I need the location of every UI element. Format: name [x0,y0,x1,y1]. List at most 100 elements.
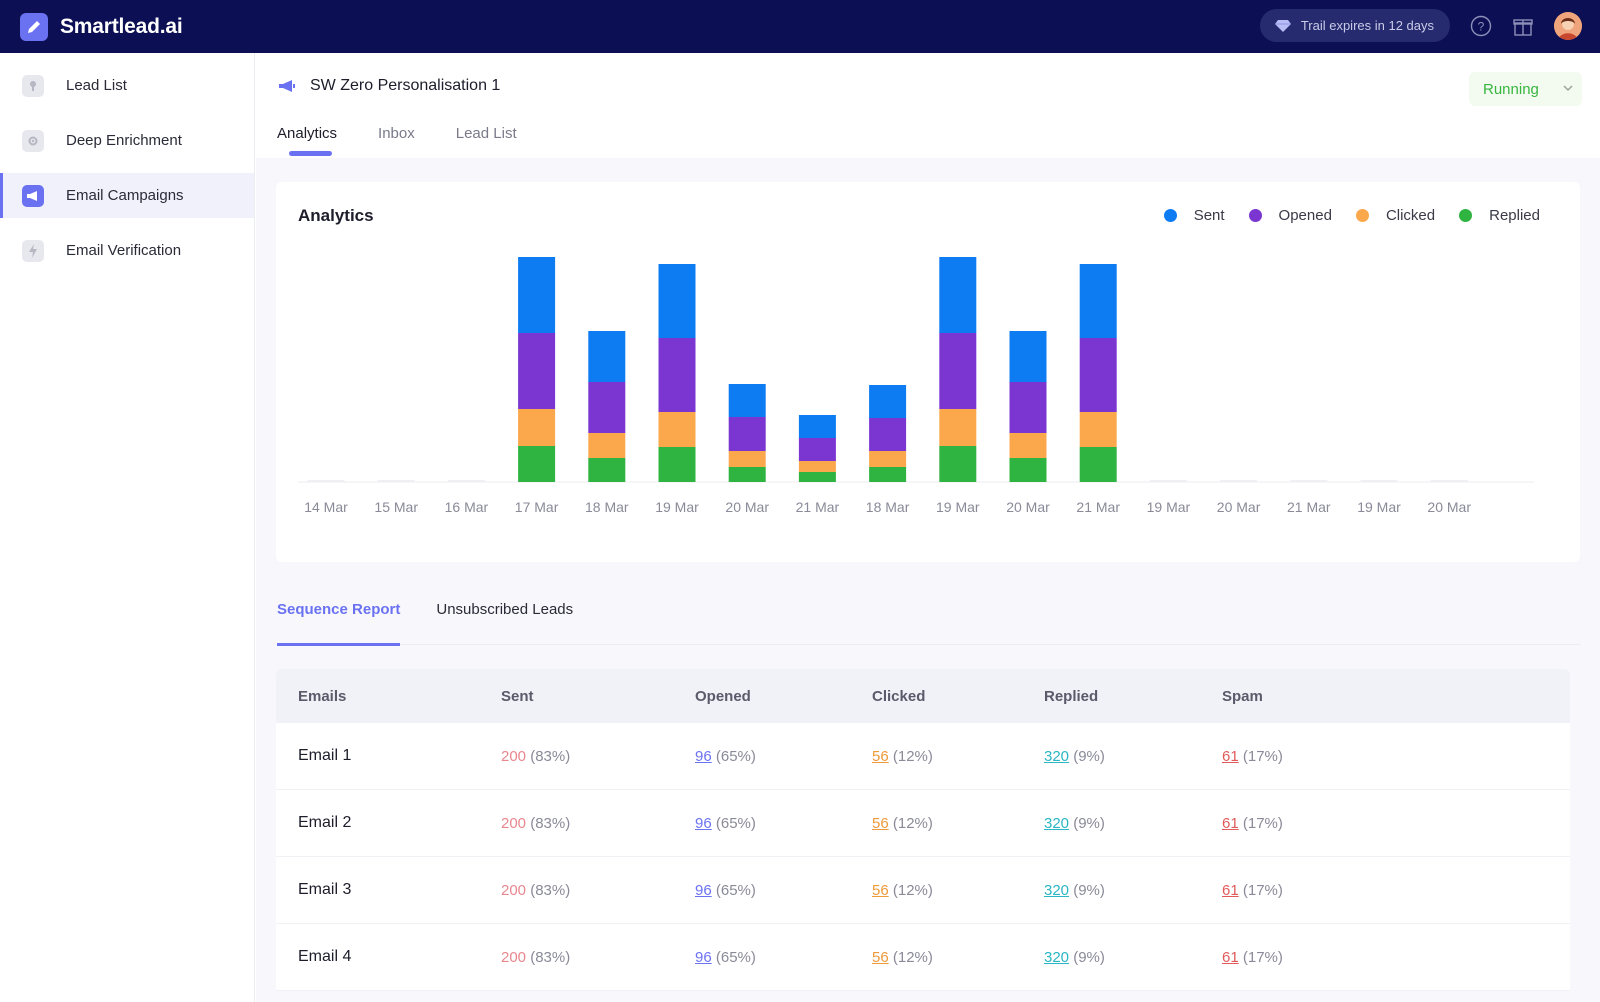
replied-count-link[interactable]: 320 [1044,747,1070,765]
tab-unsubscribed-leads[interactable]: Unsubscribed Leads [436,601,574,618]
bar-segment-opened[interactable] [798,438,836,461]
legend-item-sent[interactable]: Sent [1163,207,1225,224]
bar-segment-clicked[interactable] [939,409,977,446]
bar-segment-clicked[interactable] [798,461,836,472]
opened-count-link[interactable]: 96 [695,814,712,832]
clicked-cell: 56 (12%) [872,882,1044,899]
replied-cell: 320 (9%) [1044,882,1222,899]
bar-segment-sent[interactable] [869,385,907,418]
legend-item-opened[interactable]: Opened [1248,207,1332,224]
clicked-count-link[interactable]: 56 [872,747,889,765]
replied-count-link[interactable]: 320 [1044,814,1070,832]
bar-segment-sent[interactable] [939,257,977,333]
bar-segment-opened[interactable] [1079,338,1117,412]
clicked-count-link[interactable]: 56 [872,881,889,899]
trial-badge[interactable]: Trail expires in 12 days [1259,9,1450,42]
email-name-cell: Email 1 [298,747,352,764]
table-header: Emails Sent Opened Clicked Replied Spam [276,669,1570,723]
x-tick-label: 19 Mar [936,499,980,515]
x-tick-label: 19 Mar [1147,499,1191,515]
bar-segment-replied[interactable] [658,447,696,482]
sidebar-item-deep-enrichment[interactable]: Deep Enrichment [0,118,254,163]
trial-text: Trail expires in 12 days [1300,18,1434,33]
bar-segment-opened[interactable] [869,418,907,451]
bar-segment-opened[interactable] [1009,382,1047,433]
x-tick-label: 15 Mar [374,499,418,515]
bar-segment-opened[interactable] [728,417,766,451]
bar-segment-sent[interactable] [518,257,556,333]
gift-icon[interactable] [1512,15,1534,37]
bar-segment-sent[interactable] [1079,264,1117,338]
bar-segment-clicked[interactable] [728,451,766,467]
sent-count-link: 200 [501,881,527,899]
bar-segment-replied[interactable] [1009,458,1047,482]
sent-percentage: (83%) [530,881,571,899]
bar-segment-clicked[interactable] [658,412,696,447]
campaign-header: SW Zero Personalisation 1 Running Analyt… [256,53,1600,158]
sent-cell: 200 (83%) [501,815,695,832]
bar-segment-opened[interactable] [588,382,626,433]
clicked-count-link[interactable]: 56 [872,814,889,832]
legend-item-replied[interactable]: Replied [1459,207,1540,224]
bar-segment-replied[interactable] [869,467,907,482]
clicked-count-link[interactable]: 56 [872,948,889,966]
spam-count-link[interactable]: 61 [1222,881,1239,899]
bar-segment-opened[interactable] [518,333,556,409]
help-icon[interactable]: ? [1470,15,1492,37]
bar-segment-opened[interactable] [939,333,977,409]
status-dropdown[interactable]: Running [1469,72,1582,106]
bar-segment-replied[interactable] [518,446,556,482]
column-header-replied[interactable]: Replied [1044,687,1099,705]
opened-count-link[interactable]: 96 [695,747,712,765]
x-tick-label: 20 Mar [1217,499,1261,515]
column-header-opened[interactable]: Opened [695,687,751,705]
tab-sequence-report[interactable]: Sequence Report [277,601,401,646]
column-header-emails[interactable]: Emails [298,687,347,705]
column-header-sent[interactable]: Sent [501,687,534,705]
table-row[interactable]: Email 4 200 (83%) 96 (65%) 56 (12%) 320 (9%)… [276,924,1570,991]
clicked-percentage: (12%) [892,814,933,832]
spam-count-link[interactable]: 61 [1222,747,1239,765]
legend-item-clicked[interactable]: Clicked [1355,207,1435,224]
app-logo[interactable]: Smartlead.ai [20,12,183,41]
bar-empty [1430,480,1468,482]
sidebar-item-email-campaigns[interactable]: Email Campaigns [0,173,254,218]
bar-segment-opened[interactable] [658,338,696,412]
replied-count-link[interactable]: 320 [1044,948,1070,966]
bar-segment-sent[interactable] [798,415,836,438]
tab-analytics[interactable]: Analytics [277,125,337,158]
bar-segment-replied[interactable] [1079,447,1117,482]
bar-segment-clicked[interactable] [588,433,626,458]
sidebar-item-lead-list[interactable]: Lead List [0,63,254,108]
bar-segment-clicked[interactable] [1079,412,1117,447]
opened-count-link[interactable]: 96 [695,881,712,899]
bar-segment-sent[interactable] [728,384,766,417]
replied-count-link[interactable]: 320 [1044,881,1070,899]
bar-segment-clicked[interactable] [869,451,907,467]
spam-cell: 61 (17%) [1222,815,1372,832]
tab-lead-list[interactable]: Lead List [455,125,517,142]
table-row[interactable]: Email 3 200 (83%) 96 (65%) 56 (12%) 320 (9%)… [276,857,1570,924]
column-header-spam[interactable]: Spam [1222,687,1263,705]
tab-inbox[interactable]: Inbox [378,125,415,142]
bar-segment-clicked[interactable] [518,409,556,446]
table-row[interactable]: Email 1 200 (83%) 96 (65%) 56 (12%) 320 (9%)… [276,723,1570,790]
user-avatar[interactable] [1554,11,1582,40]
bar-segment-clicked[interactable] [1009,433,1047,458]
spam-count-link[interactable]: 61 [1222,948,1239,966]
bar-segment-sent[interactable] [658,264,696,338]
opened-count-link[interactable]: 96 [695,948,712,966]
email-name-cell: Email 3 [298,881,352,898]
bar-segment-replied[interactable] [939,446,977,482]
megaphone-icon [279,80,295,92]
table-row[interactable]: Email 2 200 (83%) 96 (65%) 56 (12%) 320 (9%)… [276,790,1570,857]
bar-segment-sent[interactable] [588,331,626,382]
sidebar-item-email-verification[interactable]: Email Verification [0,228,254,273]
bar-segment-replied[interactable] [588,458,626,482]
bar-segment-replied[interactable] [728,467,766,482]
bar-segment-sent[interactable] [1009,331,1047,382]
bar-segment-replied[interactable] [798,472,836,482]
spam-count-link[interactable]: 61 [1222,814,1239,832]
sent-count-link: 200 [501,814,527,832]
column-header-clicked[interactable]: Clicked [872,687,926,705]
